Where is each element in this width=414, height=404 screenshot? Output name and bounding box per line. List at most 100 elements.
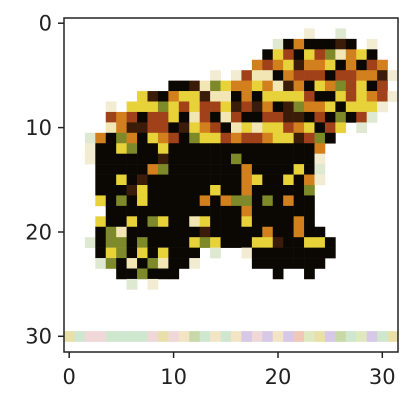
image-pixel [335,49,347,61]
image-pixel [137,143,148,154]
image-pixel [147,278,159,290]
image-pixel [272,80,284,92]
image-pixel [126,153,138,165]
image-pixel [262,91,274,102]
image-pixel [304,185,315,196]
image-pixel [283,247,294,259]
y-tick-label: 30 [25,325,52,349]
image-pixel [377,101,388,113]
image-pixel [210,174,221,186]
image-pixel [210,195,221,207]
image-pixel [262,247,274,259]
image-pixel [304,59,315,71]
image-pixel [272,153,284,165]
image-pixel [293,91,305,102]
image-pixel [283,132,294,144]
image-pixel [314,91,326,102]
image-pixel [168,205,180,217]
image-pixel [377,331,388,342]
image-pixel [314,331,326,342]
image-pixel [116,164,127,175]
image-pixel [283,195,294,207]
image-pixel [189,164,200,175]
image-pixel [345,80,357,92]
image-pixel [304,111,315,123]
image-pixel [345,91,357,102]
image-pixel [283,153,294,165]
image-pixel [189,80,200,92]
image-pixel [178,143,190,154]
image-pixel [199,111,211,123]
image-pixel [178,237,190,248]
image-pixel [293,38,305,50]
image-pixel [272,258,284,269]
image-pixel [126,164,138,175]
image-pixel [314,38,326,50]
image-pixel [241,216,253,228]
image-pixel [293,164,305,175]
image-pixel [168,153,180,165]
image-pixel [314,143,326,154]
image-pixel [293,185,305,196]
image-pixel [304,247,315,259]
image-pixel [116,216,127,228]
image-pixel [210,331,221,342]
image-pixel [387,70,399,81]
image-pixel [314,153,326,165]
image-pixel [366,111,378,123]
image-pixel [231,237,242,248]
image-pixel [105,174,117,186]
image-pixel [189,101,200,113]
image-pixel [324,49,336,61]
image-pixel [251,258,263,269]
image-pixel [137,205,148,217]
image-pixel [168,258,180,269]
image-pixel [210,80,221,92]
image-pixel [304,38,315,50]
image-pixel [314,164,326,175]
image-pixel [199,132,211,144]
image-pixel [241,80,253,92]
image-pixel [95,153,107,165]
image-pixel [304,205,315,217]
image-pixel [137,247,148,259]
image-pixel [220,164,232,175]
image-pixel [126,132,138,144]
image-pixel [189,247,200,259]
image-pixel [231,205,242,217]
image-pixel [105,122,117,134]
image-pixel [251,132,263,144]
image-pixel [283,164,294,175]
image-pixel [293,247,305,259]
image-pixel [272,226,284,238]
image-pixel [241,111,253,123]
image-pixel [251,195,263,207]
image-pixel [293,122,305,134]
image-pixel [126,174,138,186]
image-pixel [220,101,232,113]
image-pixel [293,174,305,186]
image-pixel [137,237,148,248]
image-pixel [126,205,138,217]
image-pixel [366,80,378,92]
image-pixel [220,91,232,102]
image-pixel [168,216,180,228]
image-pixel [304,331,315,342]
image-pixel [231,101,242,113]
image-pixel [168,101,180,113]
image-pixel [262,258,274,269]
image-pixel [189,91,200,102]
image-pixel [272,237,284,248]
image-pixel [304,143,315,154]
image-pixel [157,153,169,165]
image-pixel [314,122,326,134]
image-pixel [147,268,159,280]
image-pixel [64,331,75,342]
image-pixel [262,111,274,123]
image-pixel [272,216,284,228]
image-pixel [210,132,221,144]
image-pixel [84,237,96,248]
image-pixel [220,331,232,342]
image-pixel [116,185,127,196]
